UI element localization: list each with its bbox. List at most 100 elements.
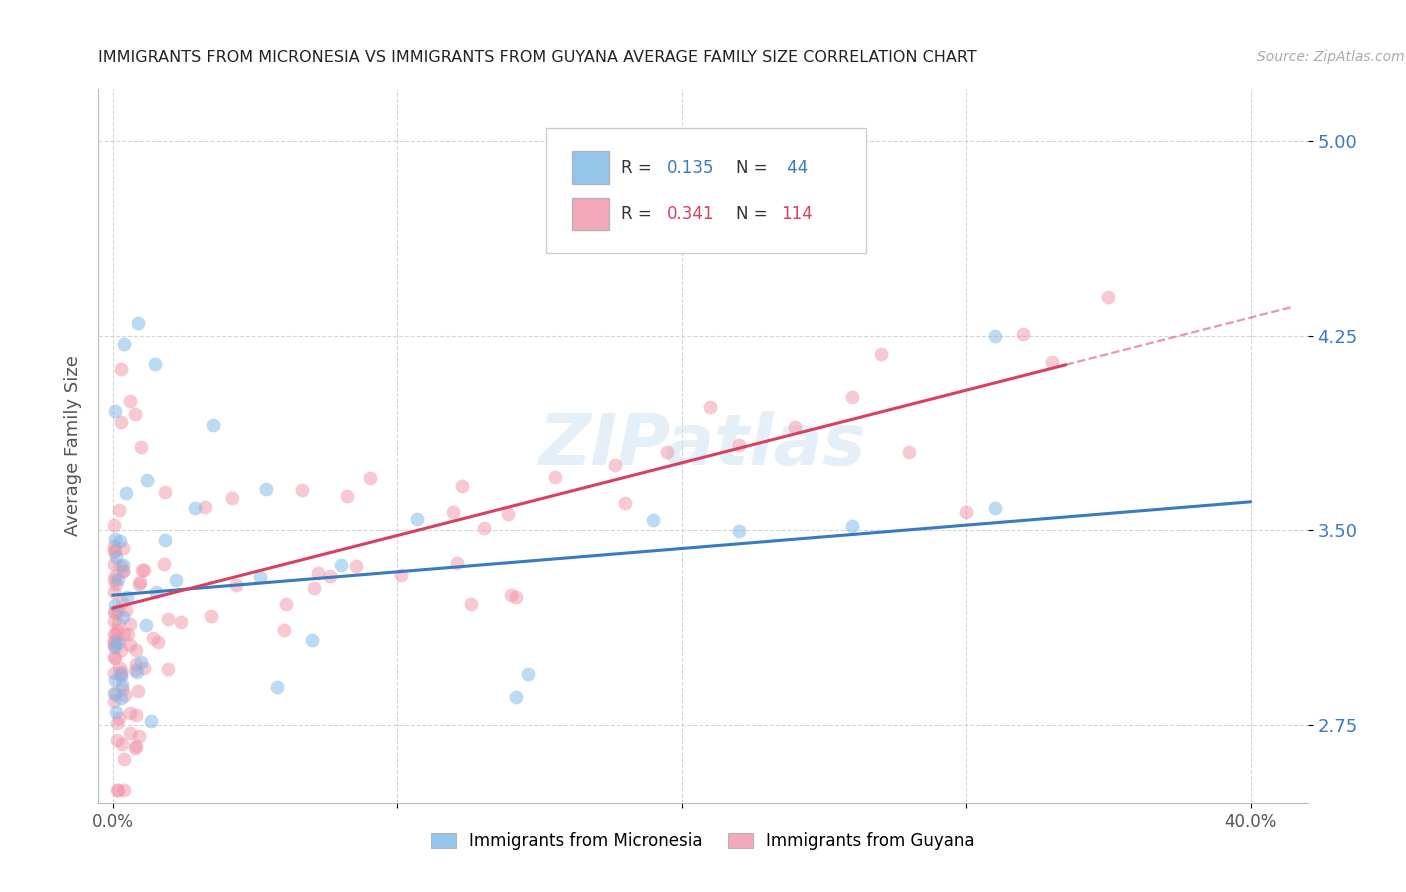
Point bbox=[124, 642, 146, 657]
Point bbox=[699, 400, 721, 414]
Point bbox=[657, 445, 679, 459]
Point bbox=[603, 458, 626, 472]
Text: R =: R = bbox=[621, 159, 657, 177]
Point bbox=[107, 572, 129, 586]
Point bbox=[105, 716, 128, 731]
FancyBboxPatch shape bbox=[572, 152, 609, 184]
Point bbox=[111, 681, 134, 696]
Point bbox=[201, 417, 224, 432]
Point bbox=[112, 336, 135, 351]
Point bbox=[110, 669, 132, 683]
Point bbox=[110, 666, 132, 681]
Point bbox=[111, 678, 134, 692]
FancyBboxPatch shape bbox=[572, 198, 609, 230]
Point bbox=[104, 651, 127, 665]
Point bbox=[103, 634, 125, 648]
Point bbox=[142, 631, 165, 645]
Point bbox=[117, 627, 139, 641]
Point bbox=[104, 627, 127, 641]
Text: ZIPatlas: ZIPatlas bbox=[540, 411, 866, 481]
Text: R =: R = bbox=[621, 205, 657, 223]
Point bbox=[111, 610, 134, 624]
Point bbox=[544, 470, 567, 484]
Point bbox=[898, 445, 921, 459]
Point bbox=[112, 558, 135, 573]
Point bbox=[145, 585, 167, 599]
Point bbox=[110, 665, 132, 680]
Point bbox=[111, 564, 134, 578]
Point bbox=[153, 533, 176, 548]
Point bbox=[128, 730, 150, 744]
Point bbox=[496, 507, 519, 521]
Point bbox=[143, 357, 166, 371]
Point bbox=[124, 407, 146, 421]
Point bbox=[643, 513, 665, 527]
Point bbox=[124, 741, 146, 756]
Point bbox=[152, 557, 174, 571]
Point bbox=[727, 438, 749, 452]
Text: 44: 44 bbox=[782, 159, 808, 177]
Point bbox=[276, 598, 298, 612]
Point bbox=[319, 569, 342, 583]
Point bbox=[301, 633, 323, 648]
Point bbox=[304, 581, 326, 595]
Point bbox=[107, 615, 129, 630]
Point bbox=[111, 541, 134, 556]
Text: IMMIGRANTS FROM MICRONESIA VS IMMIGRANTS FROM GUYANA AVERAGE FAMILY SIZE CORRELA: IMMIGRANTS FROM MICRONESIA VS IMMIGRANTS… bbox=[98, 50, 977, 65]
Point bbox=[107, 635, 129, 649]
Text: 114: 114 bbox=[782, 205, 813, 223]
Text: Source: ZipAtlas.com: Source: ZipAtlas.com bbox=[1257, 50, 1405, 64]
Point bbox=[499, 588, 522, 602]
Point bbox=[115, 603, 138, 617]
Point bbox=[389, 568, 412, 582]
Point bbox=[104, 544, 127, 558]
Point bbox=[108, 533, 131, 548]
Point bbox=[273, 624, 295, 638]
Point bbox=[118, 706, 141, 720]
Point bbox=[134, 661, 156, 675]
Point bbox=[110, 643, 132, 657]
Point bbox=[249, 570, 271, 584]
Point bbox=[200, 609, 222, 624]
Point bbox=[104, 605, 127, 619]
Point bbox=[505, 590, 527, 604]
Point bbox=[111, 738, 134, 752]
Point bbox=[869, 347, 891, 361]
Point bbox=[115, 485, 138, 500]
Point bbox=[110, 691, 132, 706]
Point bbox=[254, 483, 277, 497]
Point bbox=[118, 617, 141, 632]
Point bbox=[125, 708, 148, 723]
Point bbox=[110, 415, 132, 429]
Point bbox=[1012, 326, 1035, 341]
Point bbox=[105, 705, 128, 719]
Point bbox=[1097, 290, 1119, 304]
Point bbox=[104, 533, 127, 547]
Point bbox=[103, 517, 125, 532]
Point bbox=[307, 566, 329, 580]
Point bbox=[841, 519, 863, 533]
Point bbox=[165, 574, 187, 588]
Point bbox=[127, 684, 149, 698]
Point bbox=[107, 604, 129, 618]
Point bbox=[105, 623, 128, 637]
Point bbox=[785, 420, 807, 434]
Point bbox=[104, 568, 127, 582]
Point bbox=[128, 577, 150, 591]
Point bbox=[266, 680, 288, 694]
Point bbox=[107, 635, 129, 649]
Point bbox=[135, 618, 157, 632]
Point bbox=[225, 577, 247, 591]
Point bbox=[146, 635, 169, 649]
Point bbox=[184, 500, 207, 515]
Point bbox=[110, 558, 132, 573]
Point bbox=[139, 714, 162, 728]
Point bbox=[406, 511, 429, 525]
Point bbox=[104, 640, 127, 654]
Point bbox=[955, 505, 977, 519]
Point bbox=[103, 665, 125, 680]
Point bbox=[441, 505, 464, 519]
Point bbox=[129, 440, 152, 454]
Point bbox=[103, 614, 125, 628]
Text: 0.341: 0.341 bbox=[666, 205, 714, 223]
